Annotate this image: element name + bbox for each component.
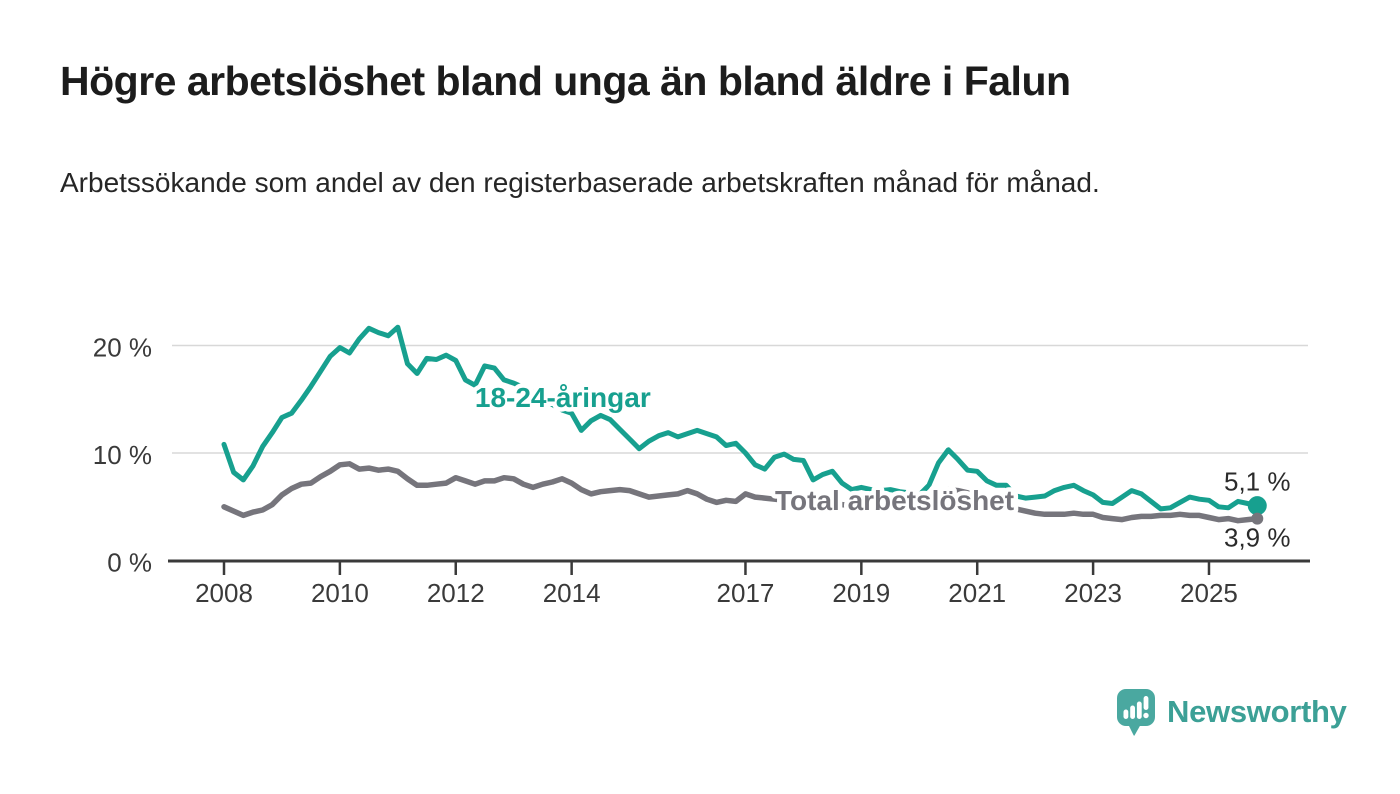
series-end-label-0: 5,1 % [1224, 467, 1291, 497]
x-axis-label-2023: 2023 [1064, 578, 1122, 608]
series-end-dot-0 [1247, 496, 1267, 516]
series-line-1 [221, 461, 1261, 524]
x-axis-label-2021: 2021 [948, 578, 1006, 608]
y-axis-label-20: 20 % [93, 333, 152, 363]
x-axis-label-2008: 2008 [195, 578, 253, 608]
series-end-label-1: 3,9 % [1224, 523, 1291, 553]
series-label-0: 18-24-åringar [475, 382, 651, 413]
series-label-1: Total arbetslöshet [775, 485, 1014, 516]
chart-title: Högre arbetslöshet bland unga än bland ä… [60, 58, 1071, 104]
series-label-0-halo: 18-24-åringar [475, 382, 651, 413]
series-label-1-halo: Total arbetslöshet [775, 485, 1014, 516]
chart-subtitle: Arbetssökande som andel av den registerb… [60, 167, 1100, 198]
newsworthy-logo-text: Newsworthy [1167, 694, 1347, 729]
x-axis-label-2012: 2012 [427, 578, 485, 608]
x-axis-label-2025: 2025 [1180, 578, 1238, 608]
y-axis-label-10: 10 % [93, 440, 152, 470]
series-end-label-0-halo: 5,1 % [1224, 467, 1291, 497]
newsworthy-logo: Newsworthy [1116, 688, 1347, 736]
x-axis-label-2014: 2014 [543, 578, 601, 608]
x-axis-label-2017: 2017 [717, 578, 775, 608]
series-line-0 [221, 324, 1260, 512]
y-axis-label-0: 0 % [107, 548, 152, 578]
series-end-dot-1 [1251, 512, 1264, 525]
x-axis-label-2019: 2019 [832, 578, 890, 608]
x-axis-label-2010: 2010 [311, 578, 369, 608]
series-end-label-1-halo: 3,9 % [1224, 523, 1291, 553]
newsworthy-logo-icon [1117, 689, 1155, 736]
